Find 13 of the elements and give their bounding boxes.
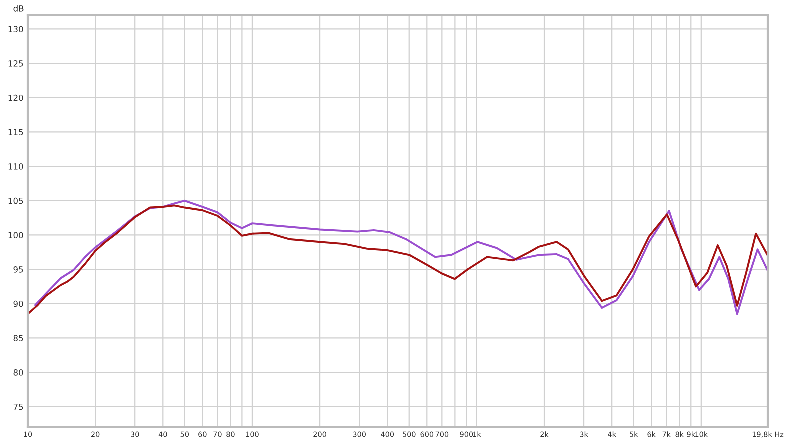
y-tick-label: 75 (14, 404, 24, 410)
y-tick-label: 80 (14, 370, 24, 376)
y-tick-label: 105 (8, 198, 24, 204)
y-tick-label: 120 (8, 94, 24, 102)
y-tick-label: 130 (8, 26, 24, 33)
y-axis-title: dB (14, 5, 24, 12)
y-tick-label: 90 (14, 300, 24, 308)
y-tick-label: 85 (14, 335, 24, 342)
y-tick-label: 95 (14, 266, 24, 273)
y-tick-label: 110 (8, 164, 24, 170)
y-tick-label: 115 (8, 129, 24, 136)
y-tick-label: 125 (8, 60, 24, 67)
y-tick-label: 100 (8, 232, 24, 239)
